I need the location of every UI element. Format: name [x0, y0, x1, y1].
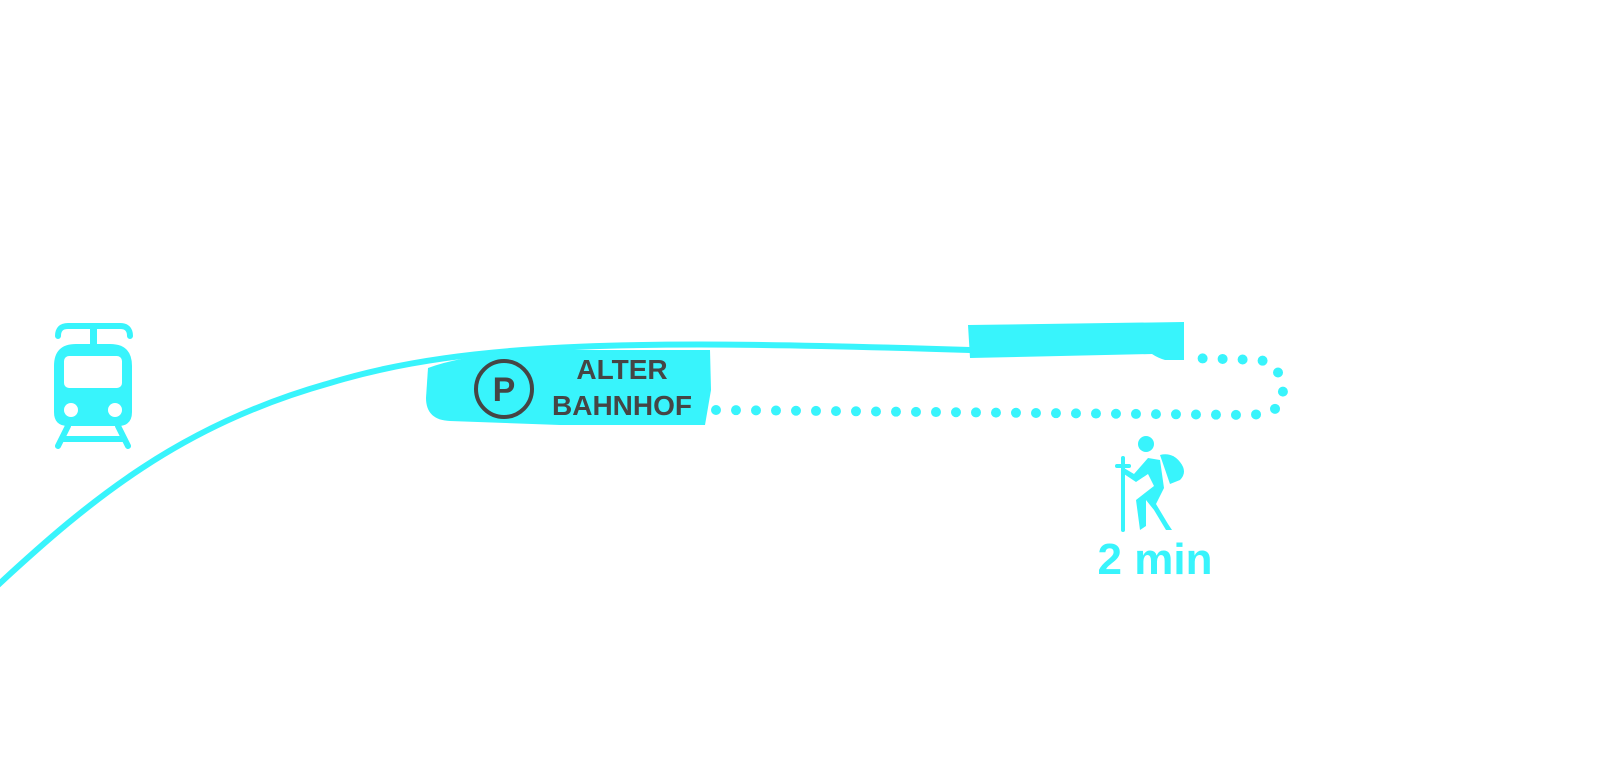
- walk-duration: 2 min: [1098, 535, 1213, 584]
- tram-stop-platform: [968, 322, 1184, 360]
- parking-symbol: P: [493, 371, 516, 409]
- parking-name-line1: ALTER: [576, 354, 667, 385]
- parking-name-line2: BAHNHOF: [552, 390, 692, 421]
- parking-area-shape: [426, 350, 711, 425]
- tram-route-line: [0, 341, 973, 588]
- tram-icon: [54, 323, 133, 449]
- walking-path: [711, 353, 1289, 421]
- parking-icon: P: [474, 359, 534, 419]
- parking-area[interactable]: P ALTER BAHNHOF: [426, 350, 711, 425]
- hiker-icon: [1115, 436, 1184, 532]
